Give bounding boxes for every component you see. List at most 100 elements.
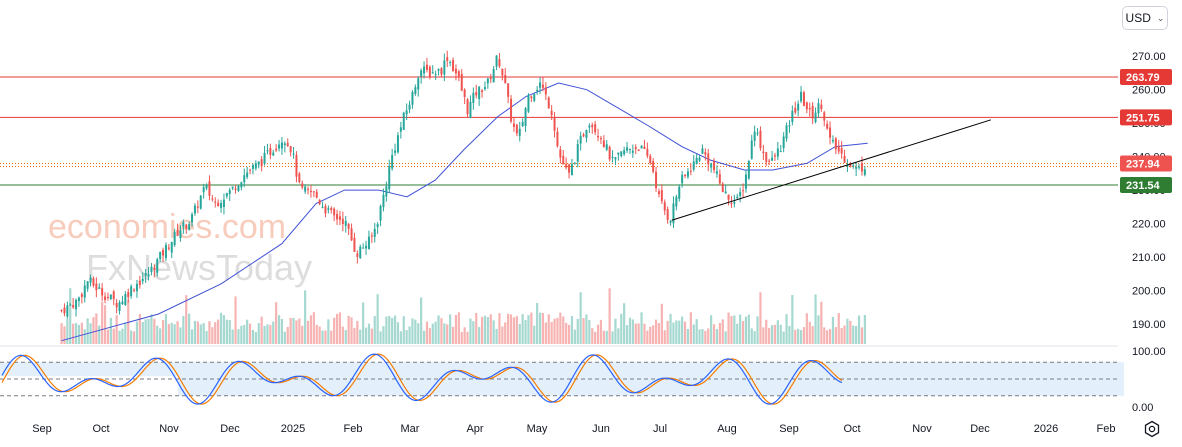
time-tick-label: Jun [592,423,610,435]
volume-bar [799,330,803,344]
candle-body [330,208,333,210]
price-tag-label: 263.79 [1126,72,1160,84]
price-tag [1120,155,1172,172]
candle-body [414,87,417,94]
candle-body [182,222,185,227]
stochastic-pane: 100.00 0.00 [0,345,1166,414]
candle-body [727,194,730,200]
volume-bar [411,318,414,344]
candle-body [695,157,698,164]
volume-bar [701,328,704,344]
candle-body [80,294,83,297]
volume-bar [683,321,687,344]
candle-body [449,62,452,64]
time-tick-label: 2026 [1034,423,1058,435]
candle-body [225,193,228,197]
price-tick-label: 200.00 [1132,286,1166,298]
candle-body [101,288,104,296]
volume-bar [788,325,791,344]
volume-bar [663,330,666,344]
volume-bar [443,323,446,344]
volume-bar [385,316,388,344]
candle-body [623,150,626,155]
volume-bar [147,318,150,344]
volume-bar [103,305,107,344]
candle-body [733,201,736,204]
volume-bar [92,317,95,344]
candle-body [127,291,130,298]
candle-body [434,74,437,76]
volume-bar [150,314,153,344]
candle-body [495,55,498,67]
candle-body [808,108,811,110]
volume-bar [686,329,690,344]
currency-select[interactable]: USD ⌄ [1122,6,1168,30]
candle-body [86,281,89,289]
volume-bar [121,328,124,344]
candle-body [565,164,568,168]
candle-body [347,223,350,229]
volume-bar [214,322,217,344]
support-trendline[interactable] [671,119,992,221]
volume-bar [408,326,411,344]
candle-body [782,136,785,149]
volume-bar [159,328,162,344]
candle-body [217,202,220,207]
candle-body [646,148,649,156]
candle-body [489,77,492,80]
volume-bar [498,313,501,344]
volume-bar [643,323,646,344]
volume-bar [219,312,223,344]
volume-bar [118,330,121,344]
volume-bar [280,318,284,344]
volume-bar [834,327,837,344]
candle-body [417,78,420,90]
candle-body [263,152,266,164]
volume-bar [359,329,362,344]
volume-bar [353,327,356,344]
candle-body [405,110,408,115]
volume-bar [611,331,614,344]
stochastic-k-line [1,353,843,405]
candle-body [394,150,397,153]
candle-body [353,237,356,252]
candle-body [243,175,246,183]
candle-body [75,299,78,310]
volume-bar [217,319,220,344]
candle-body [834,138,837,150]
candle-body [579,135,582,144]
volume-bar [759,292,762,344]
volume-bar [292,317,295,344]
watermark-economies: economies.com [48,208,286,246]
volume-bar [428,328,431,344]
volume-bar [370,328,373,344]
candle-body [713,161,716,171]
volume-bar [228,320,231,344]
candle-body [327,208,330,210]
candle-body [576,143,579,162]
candle-body [425,64,428,70]
volume-bar [582,318,585,344]
volume-bar [269,325,272,344]
volume-bar [364,327,368,344]
candle-body [756,132,759,134]
volume-bar [356,320,359,344]
volume-bar [63,326,66,344]
candle-body [191,214,194,223]
candle-body [794,107,797,113]
volume-bar [72,323,75,344]
candle-body [138,280,141,285]
candle-body [454,68,457,74]
settings-gear-icon[interactable] [1143,420,1161,438]
candle-body [133,289,136,291]
candle-body [649,155,652,163]
candle-body [254,163,257,169]
candle-body [481,90,484,93]
candle-body [707,153,710,165]
candle-body [855,167,858,169]
volume-bar [640,312,643,344]
time-tick-label: Aug [717,423,737,435]
volume-bar [66,318,69,344]
volume-bar [744,316,748,344]
